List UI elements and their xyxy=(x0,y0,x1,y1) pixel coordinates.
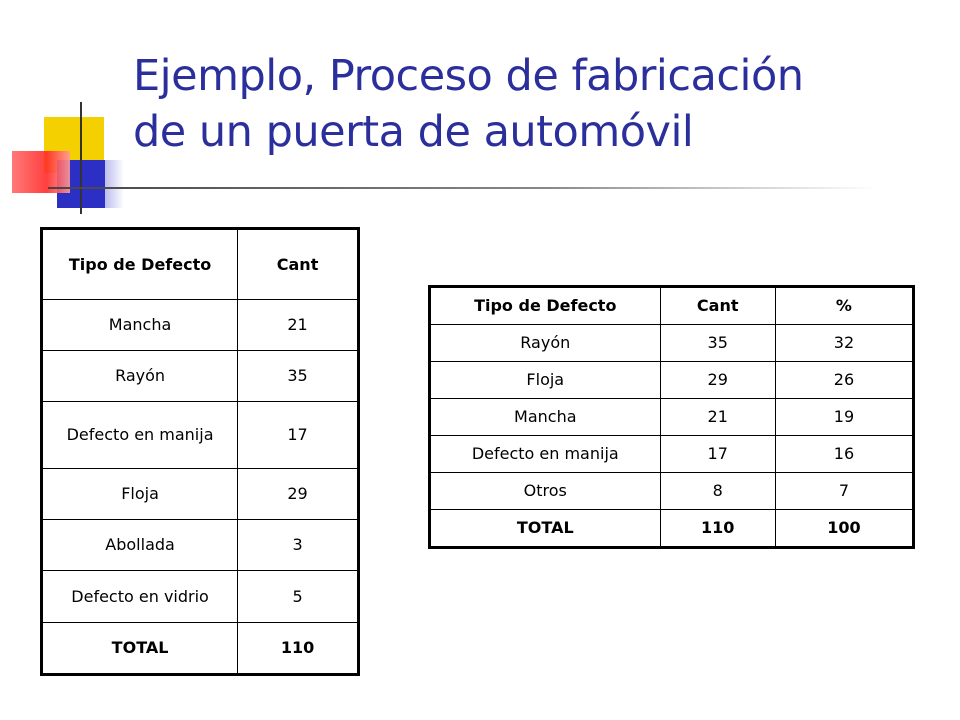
header-tipo-defecto: Tipo de Defecto xyxy=(429,286,661,325)
cell-defect: Rayón xyxy=(40,350,239,402)
ornament-blue-fade xyxy=(94,160,124,208)
ornament-red-square xyxy=(12,151,70,193)
header-percent: % xyxy=(774,286,915,325)
cell-count: 3 xyxy=(237,519,359,571)
total-label: TOTAL xyxy=(40,622,239,675)
header-tipo-defecto: Tipo de Defecto xyxy=(40,228,239,300)
table-row: Mancha 21 19 xyxy=(429,398,915,436)
table-row: Rayón 35 32 xyxy=(429,324,915,362)
cell-percent: 7 xyxy=(774,472,915,510)
table-row: Otros 8 7 xyxy=(429,472,915,510)
cell-percent: 16 xyxy=(774,435,915,473)
table-row: Floja 29 26 xyxy=(429,361,915,399)
table-row: Floja 29 xyxy=(40,468,359,520)
page-title: Ejemplo, Proceso de fabricación de un pu… xyxy=(133,48,804,160)
table-total-row: TOTAL 110 xyxy=(40,622,359,675)
title-line-1: Ejemplo, Proceso de fabricación xyxy=(133,51,804,101)
header-cant: Cant xyxy=(659,286,776,325)
cell-defect: Floja xyxy=(40,468,239,520)
cell-count: 8 xyxy=(659,472,776,510)
cell-defect: Defecto en manija xyxy=(40,401,239,469)
cell-defect: Rayón xyxy=(429,324,661,362)
table-header-row: Tipo de Defecto Cant xyxy=(40,228,359,300)
cell-count: 35 xyxy=(659,324,776,362)
cell-defect: Floja xyxy=(429,361,661,399)
cell-count: 35 xyxy=(237,350,359,402)
defect-table-pareto: Tipo de Defecto Cant % Rayón 35 32 Floja… xyxy=(428,285,915,549)
cell-percent: 19 xyxy=(774,398,915,436)
table-row: Defecto en manija 17 16 xyxy=(429,435,915,473)
title-line-2: de un puerta de automóvil xyxy=(133,107,694,157)
cell-defect: Defecto en manija xyxy=(429,435,661,473)
total-value: 110 xyxy=(659,509,776,548)
table-row: Defecto en vidrio 5 xyxy=(40,570,359,623)
defect-table-raw: Tipo de Defecto Cant Mancha 21 Rayón 35 … xyxy=(40,227,360,676)
cell-count: 21 xyxy=(237,299,359,351)
table-header-row: Tipo de Defecto Cant % xyxy=(429,286,915,325)
cell-defect: Otros xyxy=(429,472,661,510)
table-row: Abollada 3 xyxy=(40,519,359,571)
cell-count: 29 xyxy=(659,361,776,399)
header-cant: Cant xyxy=(237,228,359,300)
cell-defect: Mancha xyxy=(429,398,661,436)
title-underline xyxy=(48,187,878,189)
table-total-row: TOTAL 110 100 xyxy=(429,509,915,548)
cell-percent: 32 xyxy=(774,324,915,362)
table-row: Defecto en manija 17 xyxy=(40,401,359,469)
cell-count: 5 xyxy=(237,570,359,623)
ornament-vertical-line xyxy=(80,102,82,214)
cell-defect: Abollada xyxy=(40,519,239,571)
cell-defect: Defecto en vidrio xyxy=(40,570,239,623)
cell-count: 17 xyxy=(659,435,776,473)
total-label: TOTAL xyxy=(429,509,661,548)
cell-defect: Mancha xyxy=(40,299,239,351)
cell-count: 21 xyxy=(659,398,776,436)
cell-count: 17 xyxy=(237,401,359,469)
cell-percent: 26 xyxy=(774,361,915,399)
total-value: 110 xyxy=(237,622,359,675)
cell-count: 29 xyxy=(237,468,359,520)
table-row: Rayón 35 xyxy=(40,350,359,402)
total-percent: 100 xyxy=(774,509,915,548)
table-row: Mancha 21 xyxy=(40,299,359,351)
